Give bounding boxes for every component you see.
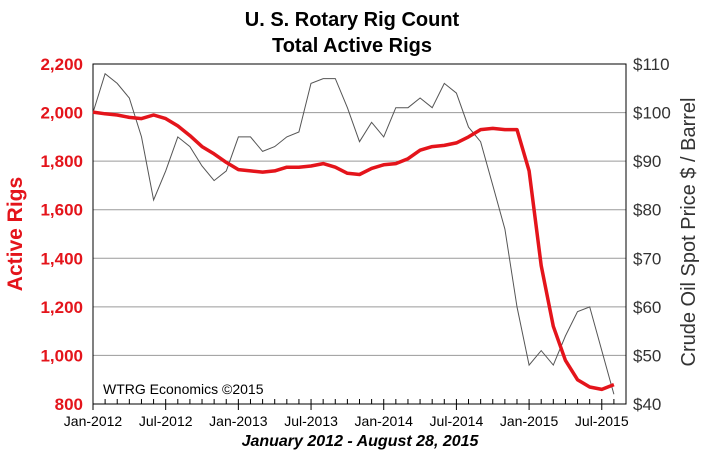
y-tick-label-right: $90 xyxy=(633,152,661,171)
y-tick-label-right: $40 xyxy=(633,395,661,414)
x-tick-label: Jul-2014 xyxy=(430,413,484,429)
series-line-active-rigs xyxy=(92,110,615,392)
plot-area-frame xyxy=(92,63,627,405)
y-tick-label-left: 1,000 xyxy=(40,346,83,365)
watermark: WTRG Economics ©2015 xyxy=(103,381,264,397)
x-tick-label: Jul-2012 xyxy=(139,413,193,429)
x-tick-label: Jul-2013 xyxy=(284,413,338,429)
y-tick-label-right: $110 xyxy=(633,55,670,74)
x-tick-label: Jan-2013 xyxy=(209,413,268,429)
chart-subtitle: Total Active Rigs xyxy=(272,35,432,57)
left-axis-ticks: 800 1,000 1,200 1,400 1,600 1,800 2,000 2,200 xyxy=(40,55,83,414)
right-axis-ticks: $40 $50 $60 $70 $80 $90 $100 $110 xyxy=(633,55,671,414)
y-tick-label-left: 1,400 xyxy=(40,249,83,268)
y-tick-label-left: 2,200 xyxy=(40,55,83,74)
grid-lines xyxy=(93,112,626,356)
x-axis-ticks: Jan-2012 Jul-2012 Jan-2013 Jul-2013 Jan-2014… xyxy=(64,399,629,429)
y-tick-label-left: 1,200 xyxy=(40,298,83,317)
x-axis-label: January 2012 - August 28, 2015 xyxy=(242,433,480,450)
y-tick-label-right: $50 xyxy=(633,346,661,365)
chart-title: U. S. Rotary Rig Count xyxy=(245,9,460,31)
series-line-oil-price xyxy=(92,72,615,395)
x-tick-label: Jan-2012 xyxy=(64,413,123,429)
y-axis-label-right: Crude Oil Spot Price $ / Barrel xyxy=(678,98,700,367)
y-tick-label-right: $80 xyxy=(633,201,661,220)
y-tick-label-right: $60 xyxy=(633,298,661,317)
x-tick-label: Jan-2015 xyxy=(500,413,559,429)
y-tick-label-left: 800 xyxy=(55,395,83,414)
y-axis-label-left: Active Rigs xyxy=(4,177,27,291)
y-tick-label-left: 2,000 xyxy=(40,104,83,123)
y-tick-label-right: $70 xyxy=(633,249,661,268)
y-tick-label-right: $100 xyxy=(633,104,671,123)
x-tick-label: Jan-2014 xyxy=(355,413,414,429)
y-tick-label-left: 1,800 xyxy=(40,152,83,171)
x-tick-label: Jul-2015 xyxy=(575,413,629,429)
y-tick-label-left: 1,600 xyxy=(40,201,83,220)
